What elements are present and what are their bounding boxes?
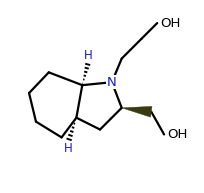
Text: N: N <box>107 76 117 89</box>
Text: H: H <box>64 142 73 155</box>
Text: OH: OH <box>167 128 187 141</box>
Text: OH: OH <box>160 17 181 30</box>
Text: H: H <box>84 48 93 62</box>
Polygon shape <box>122 106 152 117</box>
